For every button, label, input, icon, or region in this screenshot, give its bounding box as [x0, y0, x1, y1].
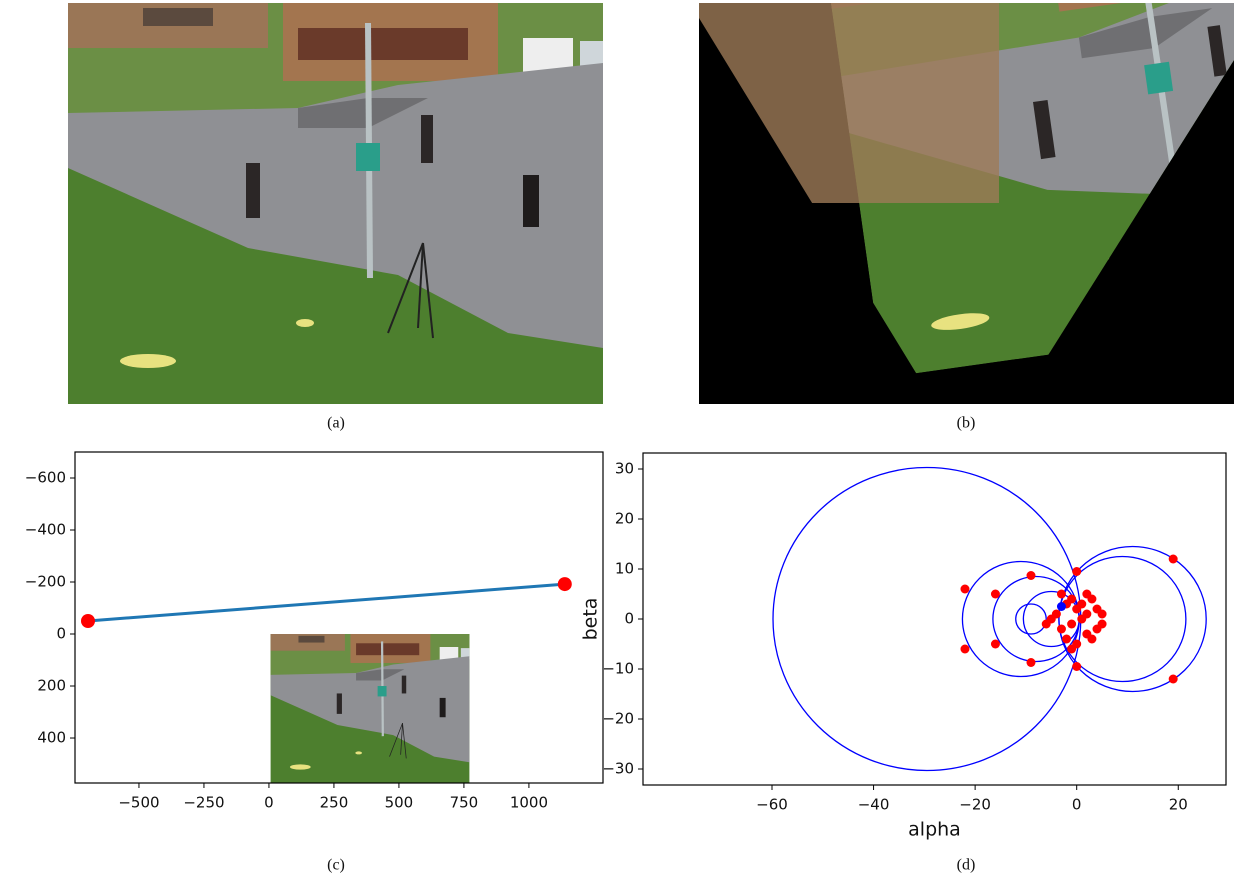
- x-tick-label: 500: [385, 794, 414, 812]
- y-tick-label: 30: [615, 460, 634, 478]
- x-tick-label: −250: [183, 794, 224, 812]
- y-tick-label: −200: [25, 573, 66, 591]
- x-tick-label: −60: [756, 796, 788, 814]
- point: [1082, 610, 1091, 619]
- point: [1057, 602, 1066, 611]
- photo-b: [699, 0, 1240, 404]
- point: [960, 585, 969, 594]
- caption: (b): [957, 415, 976, 432]
- x-tick-label: 750: [450, 794, 479, 812]
- point: [1042, 620, 1051, 629]
- x-tick-label: −20: [959, 796, 991, 814]
- y-tick-label: 200: [37, 677, 66, 695]
- y-tick-label: 10: [615, 560, 634, 578]
- point: [1067, 620, 1076, 629]
- axes-frame: [643, 453, 1226, 785]
- y-tick-label: −30: [602, 760, 634, 778]
- plot-area: [773, 468, 1206, 771]
- point: [1098, 610, 1107, 619]
- point: [1026, 571, 1035, 580]
- y-tick-label: −600: [25, 469, 66, 487]
- x-tick-label: 20: [1169, 796, 1188, 814]
- x-tick-label: 250: [320, 794, 349, 812]
- line: [88, 584, 565, 621]
- point: [1087, 635, 1096, 644]
- caption: (a): [327, 415, 345, 432]
- figure: (a) (b) (c) (d) −500−25002505007501000−6…: [0, 0, 1240, 884]
- y-tick-label: 400: [37, 729, 66, 747]
- point: [1072, 567, 1081, 576]
- point: [1169, 555, 1178, 564]
- inset-photo: [271, 634, 470, 783]
- x-tick-label: 0: [264, 794, 274, 812]
- plot: [773, 468, 1206, 771]
- plot: [81, 577, 572, 628]
- point: [1169, 675, 1178, 684]
- y-tick-label: −10: [602, 660, 634, 678]
- y-tick-label: 0: [56, 625, 66, 643]
- point: [1057, 625, 1066, 634]
- x-axis-label: alpha: [908, 819, 961, 841]
- marker: [81, 614, 95, 628]
- caption: (d): [957, 857, 976, 874]
- y-tick-label: −400: [25, 521, 66, 539]
- point: [1057, 590, 1066, 599]
- point: [1026, 658, 1035, 667]
- circle: [1016, 604, 1046, 634]
- point: [1072, 662, 1081, 671]
- circle: [993, 577, 1079, 662]
- point: [1062, 635, 1071, 644]
- caption: (c): [327, 857, 345, 874]
- x-tick-label: 0: [1072, 796, 1082, 814]
- x-tick-label: −500: [118, 794, 159, 812]
- x-tick-label: −40: [858, 796, 890, 814]
- x-tick-label: 1000: [510, 794, 548, 812]
- point: [960, 645, 969, 654]
- photo-a: [68, 3, 603, 404]
- y-tick-label: 0: [624, 610, 634, 628]
- point: [991, 640, 1000, 649]
- circle: [773, 468, 1081, 771]
- point: [1087, 595, 1096, 604]
- plot-area: [81, 577, 572, 628]
- marker: [558, 577, 572, 591]
- point: [1098, 620, 1107, 629]
- point: [1067, 595, 1076, 604]
- y-tick-label: −20: [602, 710, 634, 728]
- y-tick-label: 20: [615, 510, 634, 528]
- point: [991, 590, 1000, 599]
- point: [1067, 645, 1076, 654]
- point: [1077, 600, 1086, 609]
- y-axis-label: beta: [580, 598, 602, 641]
